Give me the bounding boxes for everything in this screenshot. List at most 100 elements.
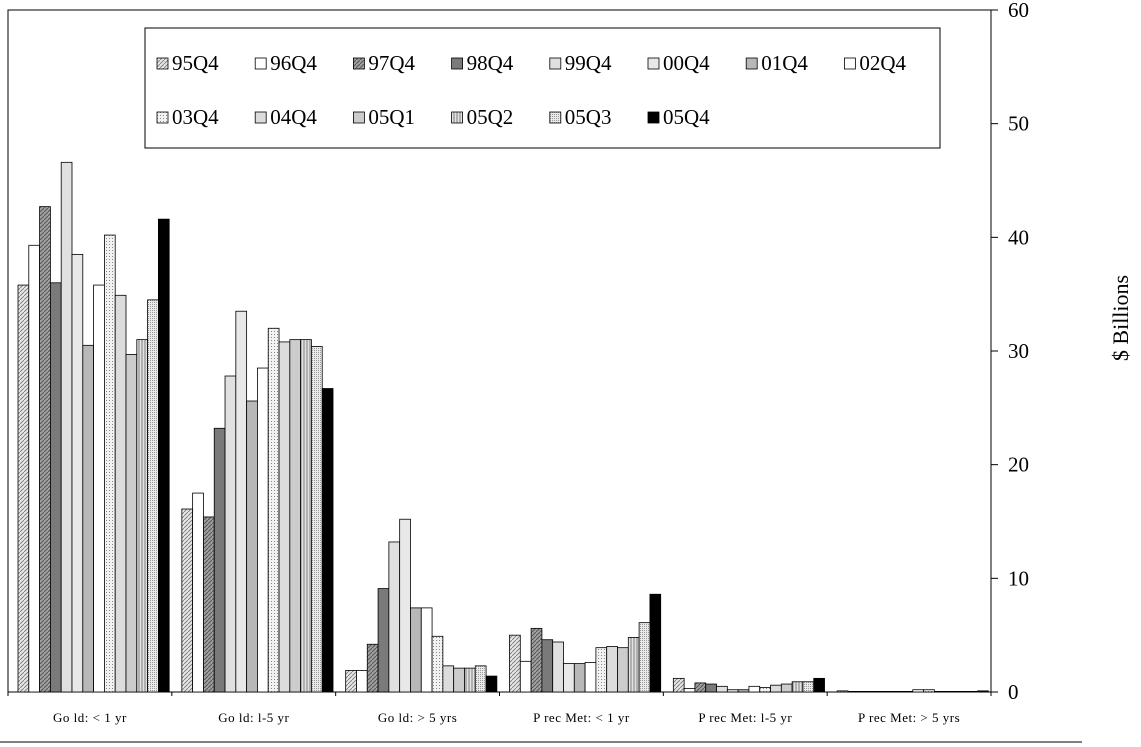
legend-label-05Q1: 05Q1 <box>368 105 415 129</box>
bar-95Q4-3 <box>345 670 357 693</box>
legend-label-97Q4: 97Q4 <box>368 51 415 75</box>
bar-97Q4-5 <box>694 682 707 693</box>
legend-label-05Q3: 05Q3 <box>565 105 612 129</box>
bar-96Q4-1 <box>28 244 40 693</box>
bar-99Q4-6 <box>879 691 892 693</box>
bar-05Q3-6 <box>966 691 978 693</box>
bar-04Q4-2 <box>278 341 291 693</box>
bar-97Q4-1 <box>39 206 51 693</box>
bar-03Q4-3 <box>431 635 444 693</box>
bar-95Q4-4 <box>509 634 521 693</box>
bar-01Q4-1 <box>82 344 95 693</box>
legend-box <box>144 27 941 149</box>
bar-05Q4-1 <box>157 218 170 693</box>
bar-97Q4-4 <box>530 627 543 693</box>
x-tick-label: Go ld: < 1 yr <box>53 710 127 725</box>
bar-96Q4-5 <box>683 688 696 693</box>
legend-swatch-02Q4 <box>844 57 856 70</box>
bar-05Q1-5 <box>780 683 793 693</box>
legend-label-03Q4: 03Q4 <box>172 105 219 129</box>
bar-98Q4-5 <box>705 683 717 693</box>
y-tick-label: 10 <box>1008 566 1029 590</box>
bars-group <box>17 161 989 693</box>
bar-03Q4-2 <box>267 327 280 693</box>
legend-label-00Q4: 00Q4 <box>663 51 710 75</box>
legend-label-98Q4: 98Q4 <box>467 51 514 75</box>
bar-02Q4-5 <box>748 685 761 693</box>
bar-05Q4-2 <box>321 388 334 693</box>
legend: 95Q4 96Q4 97Q4 98Q4 99Q4 00Q4 01Q4 02Q4 03Q4 04Q4… <box>144 27 941 149</box>
legend-label-01Q4: 01Q4 <box>761 51 808 75</box>
bar-04Q4-3 <box>442 665 455 693</box>
y-axis-label: $ Billions <box>1108 275 1133 361</box>
legend-label-05Q4: 05Q4 <box>663 105 710 129</box>
bar-05Q4-6 <box>977 690 989 693</box>
legend-swatch-05Q4 <box>647 111 660 124</box>
bar-04Q4-1 <box>114 294 127 693</box>
legend-swatch-95Q4 <box>156 57 169 70</box>
bar-05Q4-4 <box>649 593 662 693</box>
bar-05Q2-5 <box>791 681 804 693</box>
bar-04Q4-5 <box>770 684 782 693</box>
bar-97Q4-6 <box>858 691 870 693</box>
bar-00Q4-1 <box>71 253 84 693</box>
legend-swatch-96Q4 <box>254 57 267 70</box>
bar-96Q4-3 <box>356 670 368 693</box>
legend-swatch-00Q4 <box>647 57 660 70</box>
legend-swatch-03Q4 <box>156 111 169 124</box>
bar-95Q4-1 <box>17 284 30 693</box>
bar-03Q4-4 <box>595 647 608 693</box>
bar-96Q4-6 <box>847 691 860 693</box>
x-tick-label: Go ld: > 5 yrs <box>378 710 457 725</box>
legend-swatch-01Q4 <box>745 57 758 70</box>
bar-02Q4-4 <box>584 662 597 693</box>
bar-97Q4-3 <box>366 643 379 693</box>
bar-05Q1-2 <box>289 339 302 693</box>
legend-label-02Q4: 02Q4 <box>859 51 906 75</box>
y-tick-label: 60 <box>1008 0 1029 22</box>
bar-05Q2-1 <box>136 339 149 693</box>
legend-label-96Q4: 96Q4 <box>270 51 317 75</box>
legend-swatch-97Q4 <box>352 57 365 70</box>
bar-99Q4-1 <box>60 161 73 693</box>
y-axis: 0 10 20 30 40 50 60 <box>991 0 1029 704</box>
bar-05Q3-3 <box>474 665 487 693</box>
bar-02Q4-1 <box>93 284 105 693</box>
bar-97Q4-2 <box>203 516 215 693</box>
x-tick-label: P rec Met: < 1 yr <box>533 710 630 725</box>
bar-98Q4-2 <box>213 427 226 693</box>
bar-96Q4-4 <box>519 660 532 693</box>
legend-label-05Q2: 05Q2 <box>467 105 514 129</box>
bar-05Q4-3 <box>485 675 498 693</box>
y-tick-label: 0 <box>1008 680 1019 704</box>
bar-05Q3-2 <box>311 346 323 693</box>
bar-05Q2-3 <box>464 667 476 693</box>
legend-label-95Q4: 95Q4 <box>172 51 219 75</box>
legend-swatch-05Q3 <box>549 111 562 124</box>
bar-05Q1-3 <box>453 667 465 693</box>
bar-00Q4-5 <box>726 689 739 693</box>
bar-98Q4-6 <box>869 691 881 693</box>
bar-00Q4-4 <box>563 663 575 693</box>
legend-swatch-98Q4 <box>451 57 464 70</box>
bar-98Q4-3 <box>377 588 390 693</box>
x-tick-label: Go ld: l-5 yr <box>218 710 289 725</box>
bar-01Q4-5 <box>737 689 750 693</box>
bar-03Q4-5 <box>759 687 771 693</box>
bar-00Q4-6 <box>890 691 903 693</box>
bar-05Q2-4 <box>627 637 640 693</box>
bar-04Q4-4 <box>606 646 618 693</box>
bar-02Q4-2 <box>257 367 269 693</box>
legend-label-04Q4: 04Q4 <box>270 105 317 129</box>
bar-95Q4-5 <box>672 677 685 693</box>
bar-02Q4-6 <box>912 689 924 693</box>
legend-swatch-04Q4 <box>254 111 267 124</box>
y-tick-label: 50 <box>1008 112 1029 136</box>
bar-00Q4-2 <box>235 310 248 693</box>
y-tick-label: 40 <box>1008 225 1029 249</box>
x-tick-label: P rec Met: l-5 yr <box>698 710 792 725</box>
bar-99Q4-5 <box>716 685 728 693</box>
bar-98Q4-1 <box>50 282 62 693</box>
bar-95Q4-6 <box>836 690 849 693</box>
bar-96Q4-2 <box>192 492 204 693</box>
